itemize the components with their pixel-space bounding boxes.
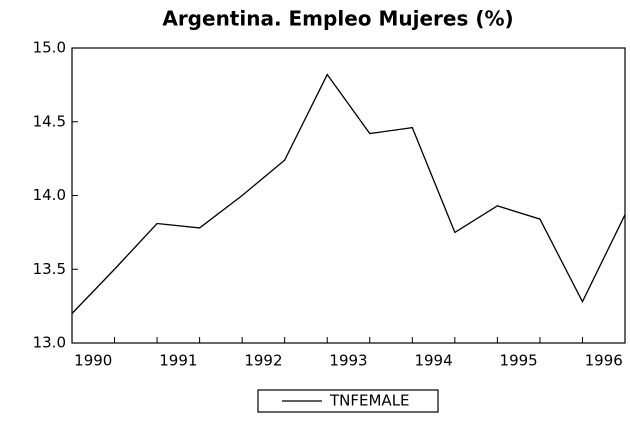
y-tick-label: 15.0: [33, 39, 66, 57]
x-tick-label: 1992: [244, 352, 282, 370]
x-tick-label: 1994: [414, 352, 452, 370]
y-tick-label: 14.5: [33, 112, 66, 130]
x-tick-label: 1995: [500, 352, 538, 370]
line-series: [71, 73, 626, 314]
x-tick-label: 1991: [159, 352, 197, 370]
x-tick-label: 1990: [74, 352, 112, 370]
plot-frame: [71, 47, 626, 344]
chart-title: Argentina. Empleo Mujeres (%): [162, 7, 513, 31]
y-tick-label: 13.0: [33, 334, 66, 352]
legend-label: TNFEMALE: [329, 392, 410, 410]
y-tick-label: 13.5: [33, 260, 66, 278]
x-tick-label: 1996: [585, 352, 623, 370]
legend-box: [257, 389, 439, 413]
x-tick-label: 1993: [329, 352, 367, 370]
y-tick-label: 14.0: [33, 186, 66, 204]
